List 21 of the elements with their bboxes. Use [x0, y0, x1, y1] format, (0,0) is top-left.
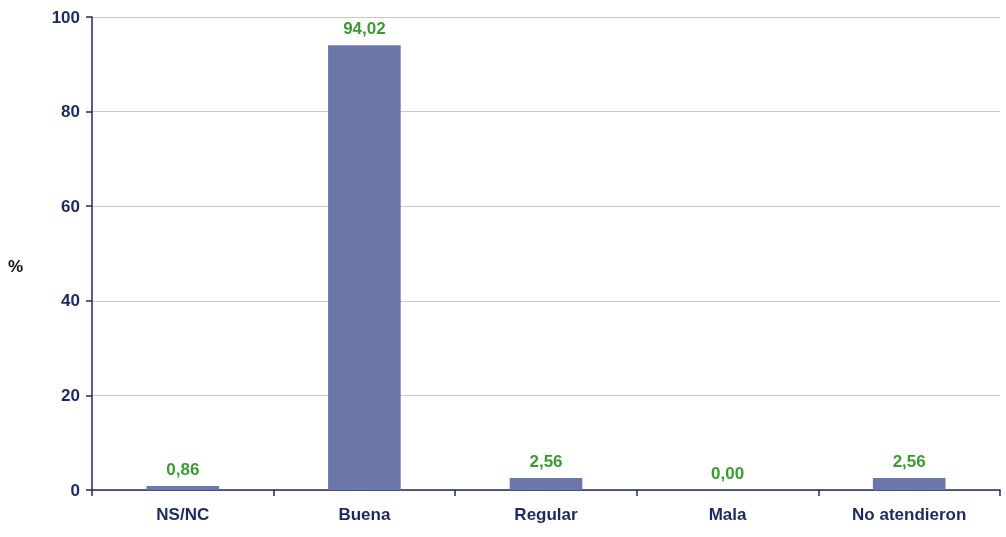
x-tick-label: NS/NC: [156, 505, 210, 524]
y-tick-label: 60: [61, 196, 80, 216]
data-label: 2,56: [529, 451, 563, 471]
y-tick-label: 40: [61, 291, 80, 311]
x-tick-label: Mala: [708, 505, 748, 524]
data-label: 0,86: [166, 459, 200, 479]
y-tick-label: 0: [70, 480, 80, 500]
data-label: 0,00: [711, 464, 745, 483]
bar: [328, 45, 401, 490]
y-tick-label: 100: [51, 7, 80, 27]
x-tick-label: No atendieron: [852, 505, 967, 524]
bar: [509, 477, 583, 490]
y-tick-label: 20: [61, 385, 80, 405]
data-label: 94,02: [343, 19, 386, 39]
x-tick-label: Regular: [514, 505, 579, 524]
data-label: 2,56: [892, 451, 926, 471]
y-axis-title: %: [8, 257, 24, 276]
x-tick-label: Buena: [338, 505, 391, 524]
bar: [872, 477, 946, 490]
bar: [146, 485, 220, 490]
y-tick-label: 80: [61, 102, 80, 122]
